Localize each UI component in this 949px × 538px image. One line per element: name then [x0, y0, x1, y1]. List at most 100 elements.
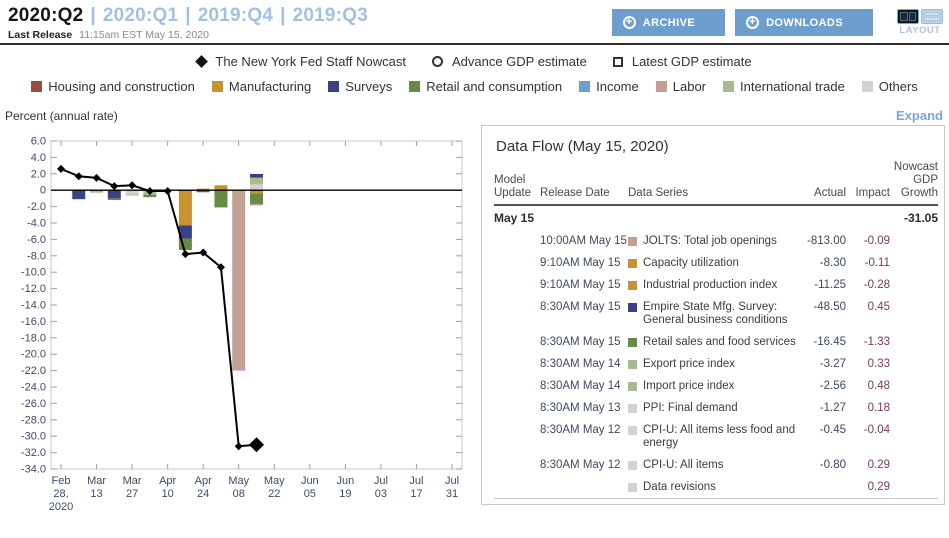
category-chip-icon: [628, 460, 637, 470]
x-tick-label: 31: [446, 488, 458, 500]
data-flow-row: 10:00AM May 15 JOLTS: Total job openings -…: [494, 230, 938, 252]
plus-icon: +: [622, 16, 636, 29]
release-date: 8:30AM May 15: [540, 335, 621, 348]
impact-bar-intl_trade: [250, 177, 263, 185]
impact-bar-intl_trade: [125, 194, 139, 196]
impact-value: -0.28: [863, 278, 890, 291]
layout-columns-icon[interactable]: [897, 9, 919, 24]
impact-value: 0.18: [867, 401, 890, 414]
x-tick-label: Jun: [301, 475, 319, 487]
impact-bar-surveys: [250, 173, 263, 178]
category-label: Labor: [672, 79, 706, 94]
nowcast-point-diamond-icon: [216, 263, 225, 272]
nowcast-point-diamond-icon: [128, 181, 137, 190]
archive-button[interactable]: + ARCHIVE: [611, 9, 726, 36]
y-tick-label: -12.0: [21, 283, 46, 295]
release-date: 10:00AM May 15: [540, 234, 627, 247]
data-flow-row: 8:30AM May 13 PPI: Final demand -1.27 0.18: [494, 397, 938, 419]
tab-2019-q4[interactable]: 2019:Q4: [197, 5, 274, 26]
category-chip-icon: [628, 236, 637, 246]
plus-icon: +: [746, 16, 760, 29]
impact-bar-manufacturing: [214, 185, 228, 191]
x-tick-label: 28,: [53, 488, 68, 500]
diamond-marker-icon: [195, 55, 209, 68]
group-row-may-08: May 08-31.22: [494, 498, 938, 504]
release-date: 8:30AM May 14: [540, 357, 621, 370]
x-tick-label: 08: [233, 488, 245, 500]
category-swatch-icon: [723, 81, 734, 92]
layout-rows-icon[interactable]: [921, 9, 943, 24]
y-tick-label: -32.0: [21, 447, 46, 459]
impact-value: -0.04: [863, 423, 890, 436]
tab-2019-q3[interactable]: 2019:Q3: [292, 5, 368, 26]
data-flow-row: 9:10AM May 15 Capacity utilization -8.30 -0…: [494, 252, 938, 274]
category-legend-income: Income: [579, 79, 639, 94]
x-tick-label: Jul: [374, 475, 388, 487]
actual-value: -813.00: [806, 234, 846, 247]
group-date: May 08: [494, 498, 890, 504]
x-tick-label: 2020: [49, 501, 73, 513]
impact-bar-retail: [214, 190, 228, 208]
impact-bar-labor: [250, 204, 263, 206]
y-tick-label: 2.0: [31, 168, 46, 180]
group-nowcast-growth: -31.05: [903, 211, 938, 225]
impact-value: 0.29: [867, 458, 890, 471]
expand-link[interactable]: Expand: [896, 108, 943, 123]
nowcast-chart-svg: 6.0 4.0 2.0 0 -2.0 -4.0 -6.0 -8.0 -10.0 -12.0 -14.…: [21, 136, 463, 513]
actual-value: -0.80: [819, 458, 846, 471]
release-date: 8:30AM May 15: [540, 300, 621, 313]
x-tick-label: Apr: [195, 475, 212, 487]
series-name: Export price index: [643, 357, 736, 370]
impact-value: 0.48: [867, 379, 890, 392]
category-swatch-icon: [211, 81, 223, 92]
impact-value: 0.45: [867, 300, 890, 313]
impact-bar-surveys: [107, 190, 121, 199]
impact-bar-surveys: [178, 225, 192, 239]
x-tick-label: 03: [375, 488, 387, 500]
y-tick-label: -20.0: [21, 349, 46, 361]
category-legend-international-trade: International trade: [723, 79, 845, 94]
release-date: 8:30AM May 13: [540, 401, 621, 414]
actual-value: -8.30: [819, 256, 846, 269]
series-name: Industrial production index: [643, 278, 778, 291]
data-flow-title: Data Flow (May 15, 2020): [496, 138, 669, 155]
impact-bar-labor: [232, 190, 246, 371]
category-legend-labor: Labor: [655, 79, 706, 94]
release-date: 8:30AM May 12: [540, 423, 621, 436]
series-name: PPI: Final demand: [643, 401, 738, 414]
category-legend-manufacturing: Manufacturing: [211, 79, 312, 94]
actual-value: -3.27: [819, 357, 846, 370]
category-label: Others: [878, 79, 918, 94]
quarter-tabs: 2020:Q2 | 2020:Q1 | 2019:Q4 | 2019:Q3: [8, 5, 941, 27]
series-name: Data revisions: [643, 480, 716, 493]
nowcast-point-diamond-icon: [110, 182, 119, 191]
group-row-may-15: May 15 -31.05: [494, 205, 938, 230]
impact-bar-retail: [178, 238, 192, 251]
category-label: Manufacturing: [228, 79, 312, 94]
legend-label: Latest GDP estimate: [631, 54, 752, 69]
tab-separator: |: [280, 5, 286, 26]
actual-value: -11.25: [814, 278, 846, 291]
nowcast-point-diamond-icon: [181, 250, 190, 259]
category-label: International trade: [740, 79, 845, 94]
legend-item-the-new-york-fed-staff-nowcast: The New York Fed Staff Nowcast: [195, 54, 406, 69]
release-date: 9:10AM May 15: [540, 278, 621, 291]
tab-2020-q1[interactable]: 2020:Q1: [102, 5, 179, 26]
impact-bar-manufacturing: [178, 190, 192, 226]
y-tick-label: -18.0: [21, 332, 46, 344]
data-flow-row: 8:30AM May 12 CPI-U: All items less food …: [494, 419, 938, 454]
y-tick-label: -8.0: [27, 250, 46, 262]
category-label: Surveys: [345, 79, 393, 94]
category-chip-icon: [628, 280, 637, 290]
category-chip-icon: [628, 337, 637, 347]
data-flow-table: Model Update Release Date Data Series Actual…: [494, 159, 938, 504]
tab-separator: |: [185, 5, 191, 26]
y-tick-label: 6.0: [31, 136, 46, 148]
downloads-button[interactable]: + DOWNLOADS: [735, 9, 873, 36]
y-tick-label: -22.0: [21, 365, 46, 377]
column-header-release-date: Release Date: [540, 159, 628, 206]
actual-value: -0.45: [819, 423, 846, 436]
y-tick-label: -14.0: [21, 300, 46, 312]
group-date: May 15: [494, 211, 535, 225]
impact-value: 0.29: [867, 480, 890, 493]
